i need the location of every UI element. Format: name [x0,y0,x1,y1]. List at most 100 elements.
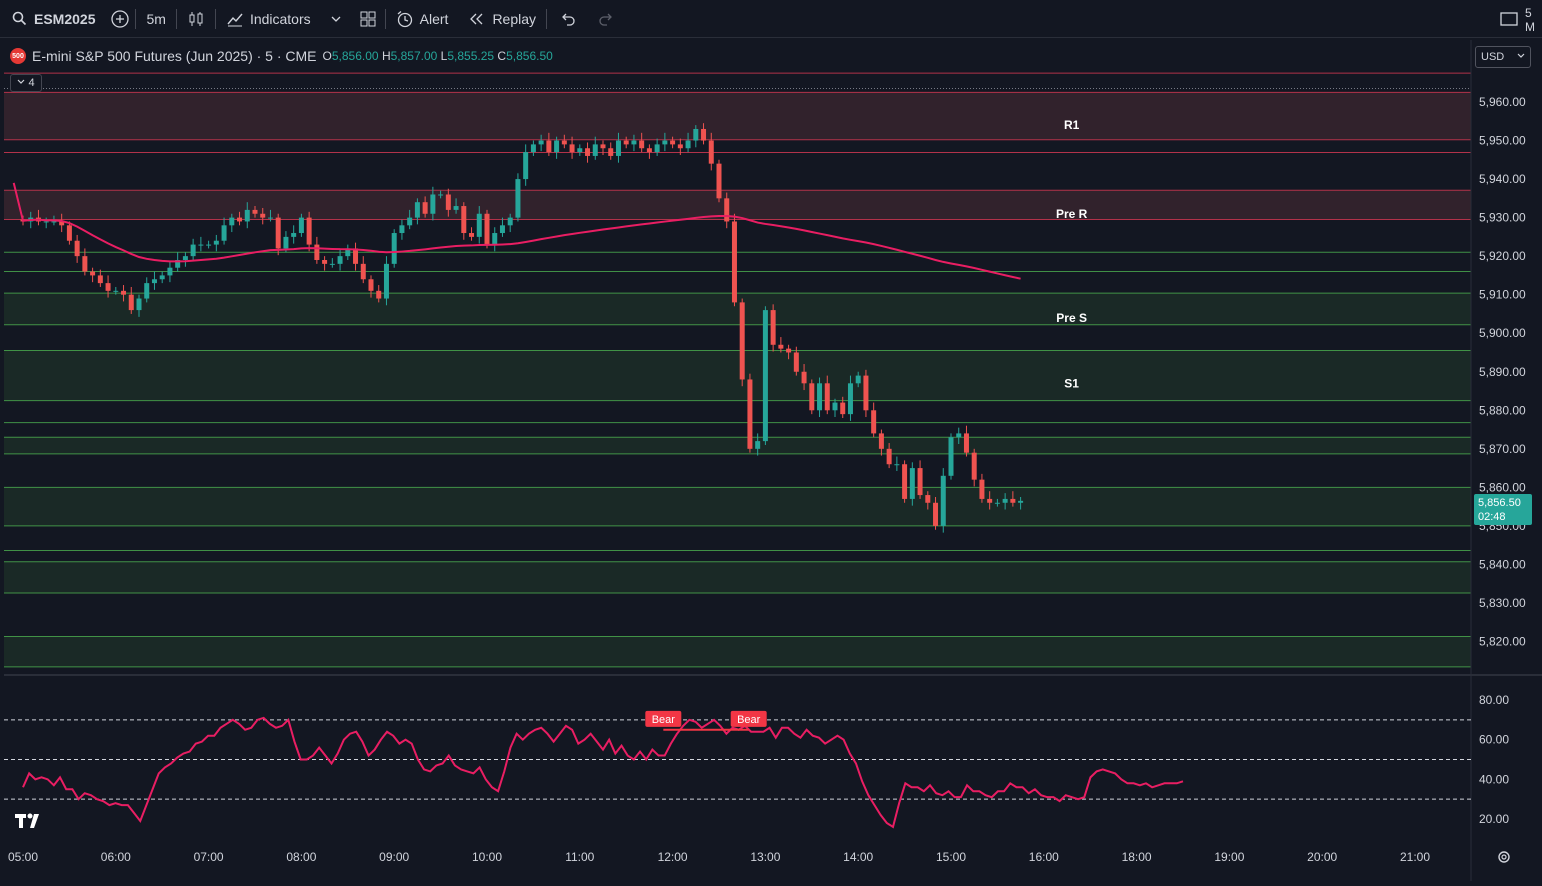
divider [214,8,216,29]
candle-down [623,140,629,145]
candle-up [847,383,853,415]
replay-label: Replay [492,10,537,27]
candle-down [376,290,382,299]
interval-label: 5m [146,10,166,27]
candle-up [267,217,273,219]
candle-up [615,140,621,156]
compare-button[interactable] [105,0,135,37]
support-zone [4,437,1471,454]
candle-up [894,464,900,466]
candle-up [175,259,181,268]
chevron-down-icon [17,77,25,89]
candle-up [391,233,397,264]
ohlc-close: 5,856.50 [506,49,553,63]
tradingview-logo[interactable] [15,812,45,835]
symbol-label: ESM2025 [34,10,96,27]
candle-up [51,221,57,223]
candle-down [306,217,312,245]
symbol-search[interactable]: ESM2025 [0,0,105,37]
right-partial-label: 5 M [1525,6,1535,34]
indicators-button[interactable]: Indicators [216,0,321,37]
ohlc-low-key: L [440,49,448,63]
symbol-legend: 500 E-mini S&P 500 Futures (Jun 2025) · … [10,48,553,64]
chart-type-button[interactable] [177,0,215,37]
price-axis-label: 5,940.00 [1479,172,1526,186]
time-axis-label: 20:00 [1307,850,1337,864]
candle-up [182,256,188,260]
ohlc-values: O5,856.00 H5,857.00 L5,855.25 C5,856.50 [323,49,553,63]
last-price-badge: 5,856.50 02:48 [1474,494,1532,525]
search-icon [10,10,28,28]
candle-down [353,248,359,264]
oscillator-axis-label: 80.00 [1479,693,1509,707]
candle-down [105,283,111,291]
candle-down [585,148,591,156]
indicators-collapse-toggle[interactable]: 4 [10,74,42,92]
candle-down [670,140,676,145]
interval-button[interactable]: 5m [136,0,175,37]
candle-up [329,263,335,265]
candle-up [283,236,289,249]
candle-up [499,225,505,234]
plus-circle-icon [111,9,130,28]
price-axis-label: 5,890.00 [1479,365,1526,379]
candle-up [453,206,459,210]
candle-up [693,128,699,141]
layout-button[interactable] [351,0,385,37]
candle-up [291,233,297,237]
candle-up [399,225,405,234]
candle-up [832,402,838,411]
fullscreen-button[interactable] [1500,0,1542,37]
candle-down [701,128,707,141]
time-axis-label: 08:00 [286,850,316,864]
candle-up [136,298,142,311]
rewind-icon [468,10,486,28]
time-axis-label: 07:00 [194,850,224,864]
candle-up [113,290,119,292]
resistance-zone [4,190,1471,220]
oscillator-axis-label: 20.00 [1479,812,1509,826]
es-logo-icon: 500 [10,48,26,64]
time-axis-label: 19:00 [1214,850,1244,864]
candle-down [786,348,792,353]
candle-up [244,209,250,222]
support-zone [4,293,1471,325]
candle-up [221,225,227,241]
ohlc-close-key: C [497,49,507,63]
candle-up [345,248,351,257]
redo-button[interactable] [589,0,623,37]
replay-button[interactable]: Replay [458,0,546,37]
candle-up [515,179,521,218]
candle-up [144,283,150,299]
candle-up [507,217,513,226]
candle-up [1018,500,1024,503]
candle-down [708,140,714,164]
undo-button[interactable] [547,0,589,37]
price-axis-label: 5,900.00 [1479,326,1526,340]
level-label: S1 [1064,376,1079,390]
candle-up [940,475,946,526]
candle-up [151,279,157,284]
legend-title: E-mini S&P 500 Futures (Jun 2025) · 5 · … [32,48,317,64]
currency-label: USD [1481,51,1505,63]
currency-select[interactable]: USD [1475,46,1531,68]
indicators-dropdown[interactable] [321,0,351,37]
chart-area[interactable]: R1 Pre R Pre S S1 5,960.00 5,950.00 5,940.00 5,… [4,40,1542,881]
indicator-count: 4 [28,77,35,89]
candle-up [190,244,196,257]
chart-svg[interactable]: R1 Pre R Pre S S1 5,960.00 5,950.00 5,940.00 5,… [4,40,1542,881]
support-zone [4,636,1471,667]
alert-button[interactable]: Alert [386,0,459,37]
candle-down [871,410,877,434]
candle-down [422,202,428,214]
candle-down [275,217,281,249]
price-axis-label: 5,830.00 [1479,596,1526,610]
gear-icon[interactable] [1496,849,1512,865]
candle-down [322,259,328,264]
candle-down [260,213,266,218]
price-axis-label: 5,840.00 [1479,557,1526,571]
time-axis-label: 05:00 [8,850,38,864]
candle-down [121,290,127,295]
candle-down [739,302,745,380]
price-axis-label: 5,860.00 [1479,480,1526,494]
